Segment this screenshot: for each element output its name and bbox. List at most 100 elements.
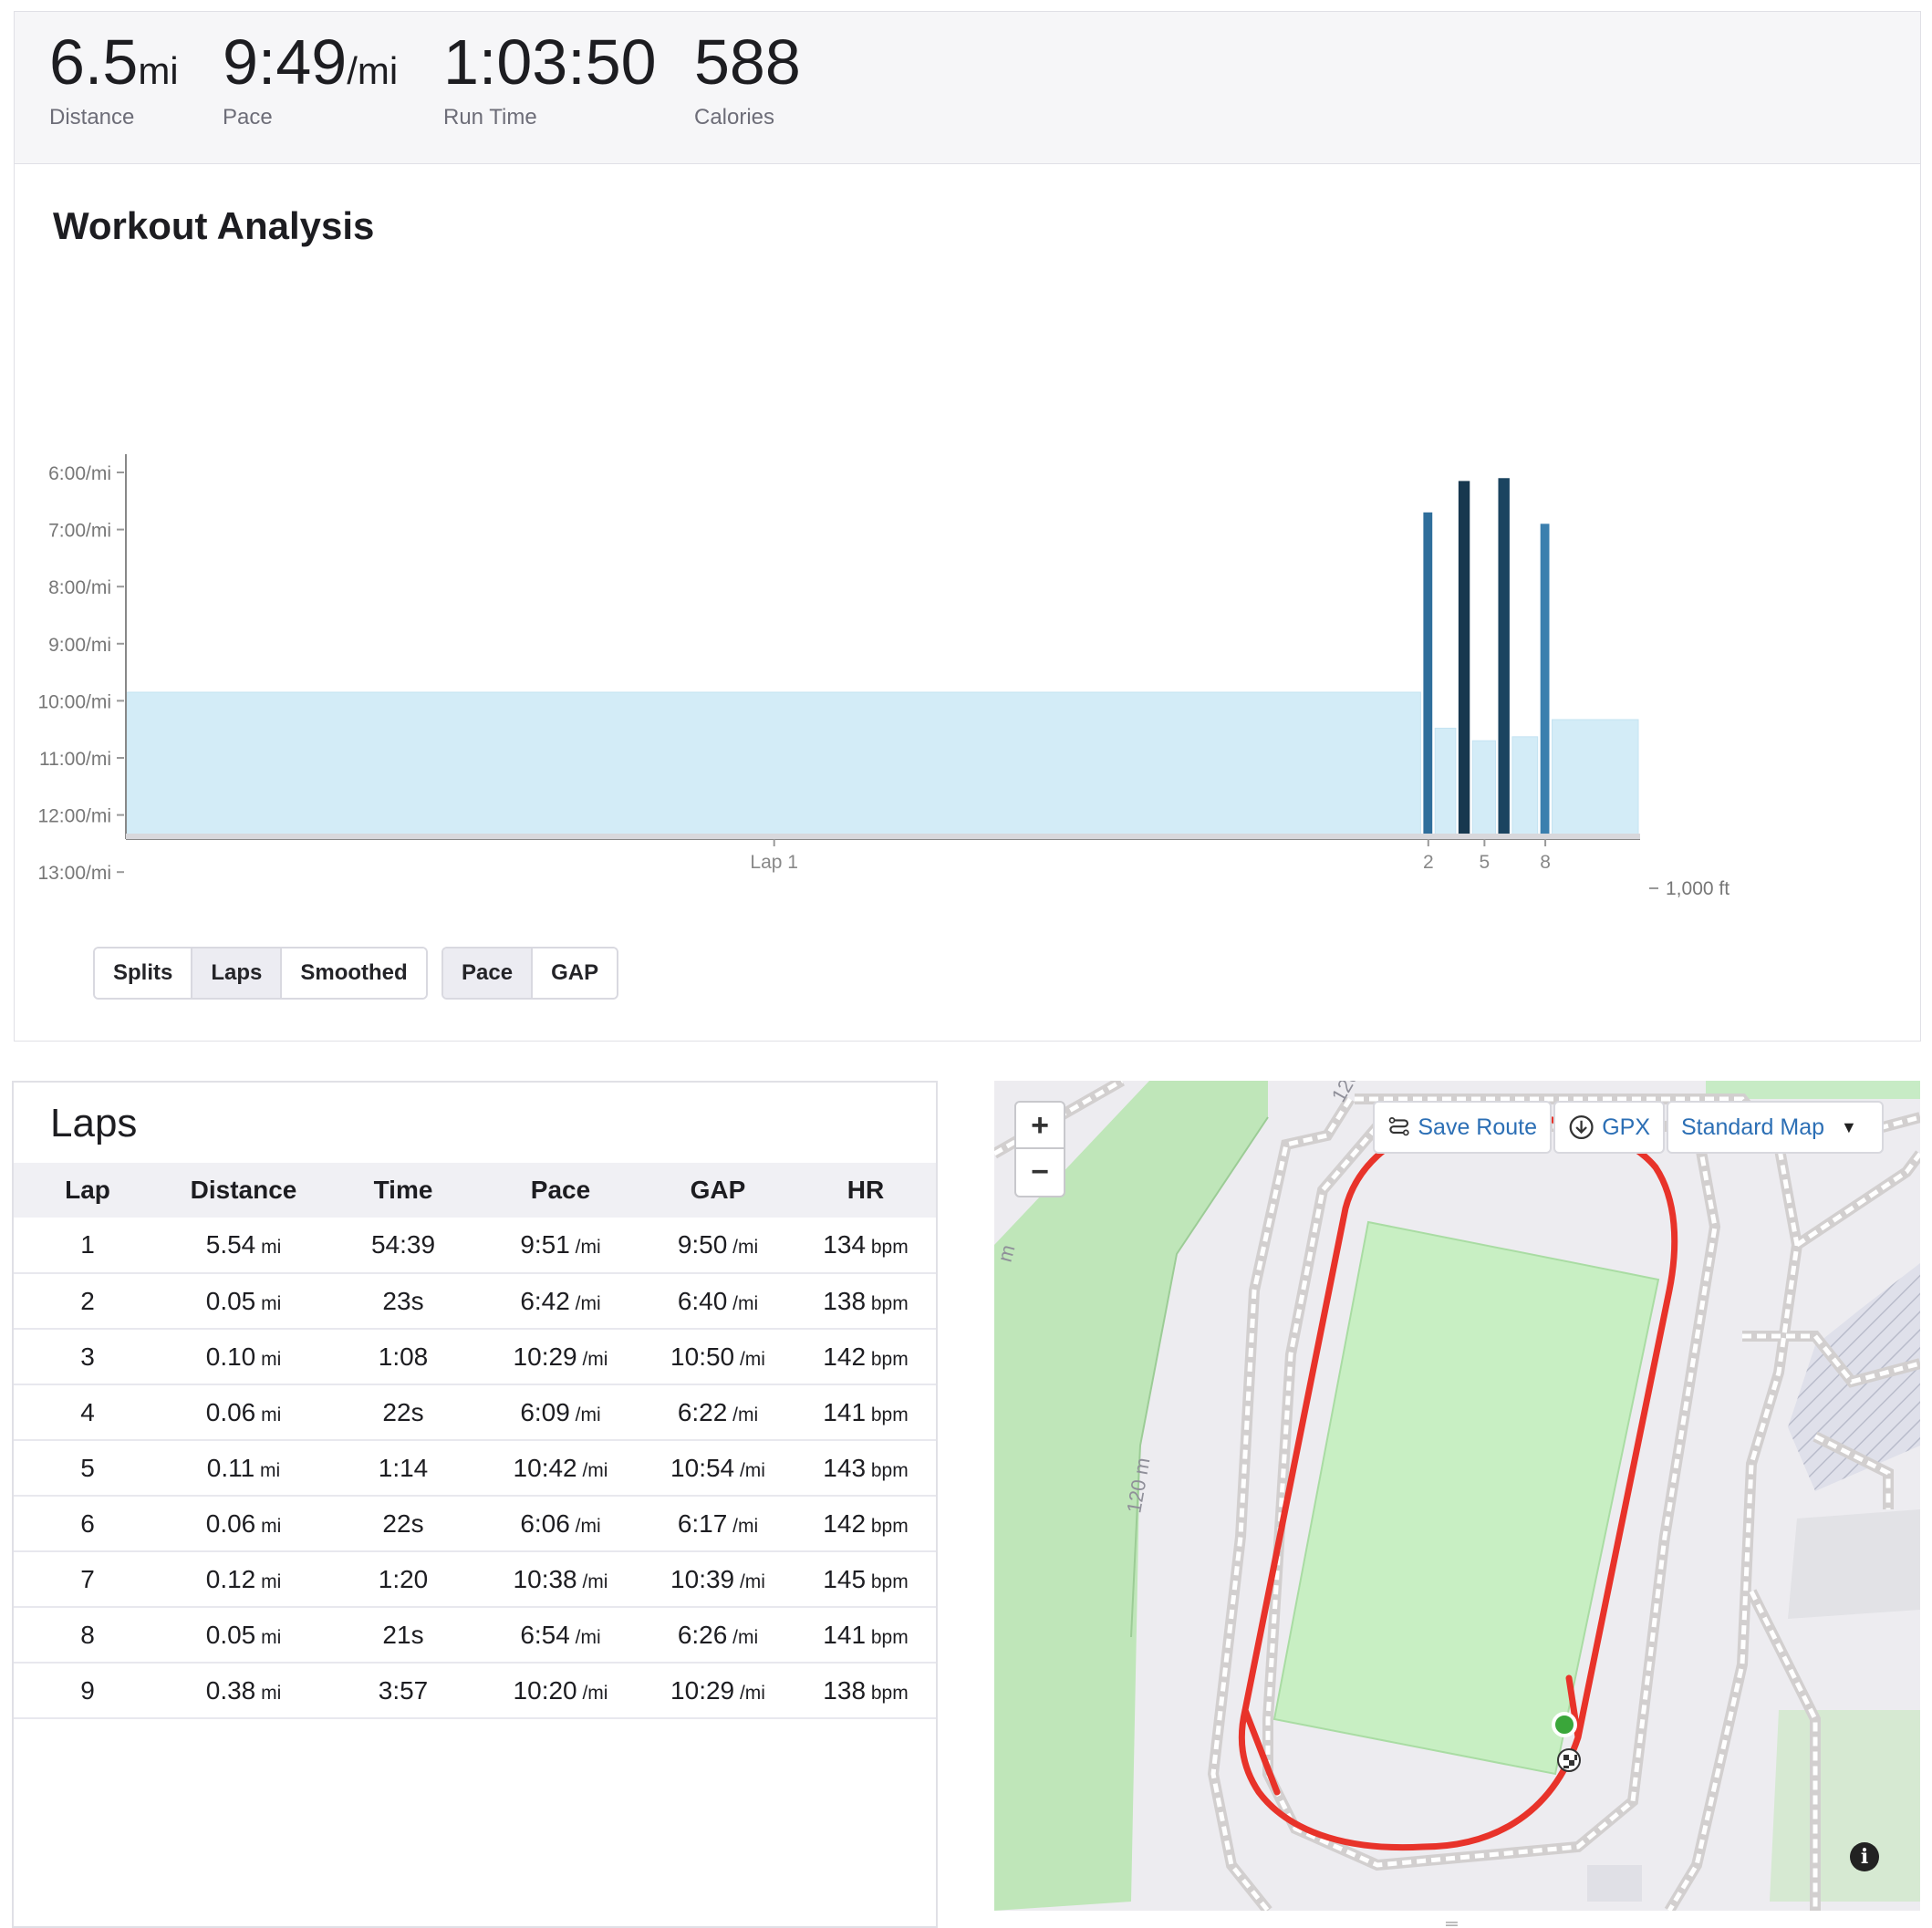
pace-chart[interactable]: 6:00/mi 7:00/mi 8:00/mi 9:00/mi 10:00/mi 11:0… <box>15 164 1922 912</box>
lap-number: 4 <box>14 1384 161 1441</box>
unit-label: bpm <box>866 1348 909 1370</box>
laps-button[interactable]: Laps <box>192 948 283 998</box>
lap-hr: 142 bpm <box>795 1329 936 1385</box>
unit-label: /mi <box>727 1515 759 1537</box>
save-route-button[interactable]: Save Route <box>1373 1101 1552 1154</box>
lap-hr: 138 bpm <box>795 1663 936 1719</box>
unit-label: bpm <box>866 1515 909 1537</box>
lap-time: 1:14 <box>326 1440 481 1497</box>
header-gap[interactable]: GAP <box>640 1163 795 1218</box>
lap-gap: 9:50 /mi <box>640 1218 795 1274</box>
y-tick-label: 11:00/mi <box>39 749 111 770</box>
lap-bar[interactable] <box>1552 719 1639 840</box>
lap-pace: 10:42 /mi <box>481 1440 640 1497</box>
lap-bar[interactable] <box>1471 740 1496 840</box>
lap-gap: 10:50 /mi <box>640 1329 795 1385</box>
table-row[interactable]: 3 0.10 mi 1:08 10:29 /mi 10:50 /mi 142 bpm <box>14 1329 936 1385</box>
unit-label: bpm <box>866 1404 909 1425</box>
header-pace[interactable]: Pace <box>481 1163 640 1218</box>
map-canvas[interactable]: 120 m 120 m <box>994 1081 1920 1911</box>
stat-calories-value: 588 <box>694 26 801 98</box>
lap-distance: 0.11 mi <box>161 1440 326 1497</box>
stat-distance-unit: mi <box>138 49 179 92</box>
map-style-select[interactable]: Standard Map ▼ <box>1667 1101 1884 1154</box>
header-time[interactable]: Time <box>326 1163 481 1218</box>
lap-hr: 134 bpm <box>795 1218 936 1274</box>
park-border <box>1130 1116 1269 1638</box>
zoom-out-button[interactable]: − <box>1031 1155 1049 1189</box>
splits-button[interactable]: Splits <box>95 948 193 998</box>
smoothed-button[interactable]: Smoothed <box>282 948 426 998</box>
lap-gap: 6:22 /mi <box>640 1384 795 1441</box>
unit-label: bpm <box>866 1459 909 1481</box>
elevation-tick-label: 1,000 ft <box>1666 878 1729 899</box>
unit-label: /mi <box>727 1404 759 1425</box>
info-icon[interactable]: i <box>1850 1842 1879 1871</box>
gap-button[interactable]: GAP <box>533 948 618 998</box>
elevation-tick-label: 800 ft <box>1666 910 1714 912</box>
lap-bar[interactable] <box>1434 727 1457 840</box>
lap-number: 5 <box>14 1440 161 1497</box>
unit-label: /mi <box>576 1570 608 1592</box>
stat-pace-value: 9:49 <box>223 26 348 98</box>
metric-toggle-group: Pace GAP <box>441 947 619 1000</box>
lap-bar[interactable] <box>126 691 1421 840</box>
y-tick-label: 7:00/mi <box>48 521 111 542</box>
route-map[interactable]: 120 m 120 m + − Save Route GPX Standard … <box>994 1081 1920 1911</box>
lap-number: 9 <box>14 1663 161 1719</box>
y-tick-label: 6:00/mi <box>48 463 111 484</box>
resize-grip-icon[interactable]: ═ <box>1446 1914 1458 1928</box>
header-lap[interactable]: Lap <box>14 1163 161 1218</box>
table-row[interactable]: 9 0.38 mi 3:57 10:20 /mi 10:29 /mi 138 bpm <box>14 1663 936 1719</box>
unit-label: /mi <box>576 1459 608 1481</box>
table-row[interactable]: 6 0.06 mi 22s 6:06 /mi 6:17 /mi 142 bpm <box>14 1496 936 1552</box>
table-row[interactable]: 2 0.05 mi 23s 6:42 /mi 6:40 /mi 138 bpm <box>14 1273 936 1330</box>
lap-time: 22s <box>326 1384 481 1441</box>
table-row[interactable]: 1 5.54 mi 54:39 9:51 /mi 9:50 /mi 134 bpm <box>14 1218 936 1274</box>
pace-button[interactable]: Pace <box>443 948 534 998</box>
lap-distance: 0.06 mi <box>161 1496 326 1552</box>
lap-time: 21s <box>326 1607 481 1664</box>
unit-label: mi <box>255 1682 282 1704</box>
table-row[interactable]: 8 0.05 mi 21s 6:54 /mi 6:26 /mi 141 bpm <box>14 1607 936 1664</box>
unit-label: /mi <box>569 1515 601 1537</box>
unit-label: bpm <box>866 1292 909 1314</box>
finish-marker[interactable] <box>1557 1748 1581 1772</box>
lap-pace: 6:09 /mi <box>481 1384 640 1441</box>
table-row[interactable]: 5 0.11 mi 1:14 10:42 /mi 10:54 /mi 143 bpm <box>14 1440 936 1497</box>
lap-number: 7 <box>14 1551 161 1608</box>
laps-panel: Laps Lap Distance Time Pace GAP HR 1 5.54… <box>12 1081 938 1928</box>
unit-label: /mi <box>569 1292 601 1314</box>
building-block <box>1788 1509 1920 1619</box>
zoom-in-button[interactable]: + <box>1016 1103 1064 1149</box>
table-row[interactable]: 4 0.06 mi 22s 6:09 /mi 6:22 /mi 141 bpm <box>14 1384 936 1441</box>
header-distance[interactable]: Distance <box>161 1163 326 1218</box>
park-area <box>994 1081 1268 1911</box>
lap-bar[interactable] <box>1540 523 1550 839</box>
y-tick-label: 10:00/mi <box>37 691 111 712</box>
lap-number: 1 <box>14 1218 161 1274</box>
lap-bar[interactable] <box>1511 736 1539 840</box>
y-tick-label: 9:00/mi <box>48 635 111 656</box>
lap-gap: 6:40 /mi <box>640 1273 795 1330</box>
lap-time: 23s <box>326 1273 481 1330</box>
lap-time: 1:20 <box>326 1551 481 1608</box>
gpx-button[interactable]: GPX <box>1553 1101 1665 1154</box>
stat-distance-value: 6.5 <box>49 26 139 98</box>
unit-label: mi <box>255 1404 282 1425</box>
lap-bar[interactable] <box>1498 478 1510 839</box>
table-row[interactable]: 7 0.12 mi 1:20 10:38 /mi 10:39 /mi 145 bpm <box>14 1551 936 1608</box>
unit-label: mi <box>254 1459 281 1481</box>
unit-label: /mi <box>569 1404 601 1425</box>
x-tick-label: Lap 1 <box>750 852 798 873</box>
lap-distance: 0.06 mi <box>161 1384 326 1441</box>
lap-time: 54:39 <box>326 1218 481 1274</box>
laps-header-row: Lap Distance Time Pace GAP HR <box>14 1163 936 1218</box>
x-tick-label: 5 <box>1480 852 1491 873</box>
header-hr[interactable]: HR <box>795 1163 936 1218</box>
x-tick-label: 8 <box>1540 852 1551 873</box>
start-marker[interactable] <box>1552 1712 1577 1737</box>
map-style-label: Standard Map <box>1681 1114 1825 1140</box>
lap-bar[interactable] <box>1423 512 1433 839</box>
lap-bar[interactable] <box>1458 481 1470 839</box>
